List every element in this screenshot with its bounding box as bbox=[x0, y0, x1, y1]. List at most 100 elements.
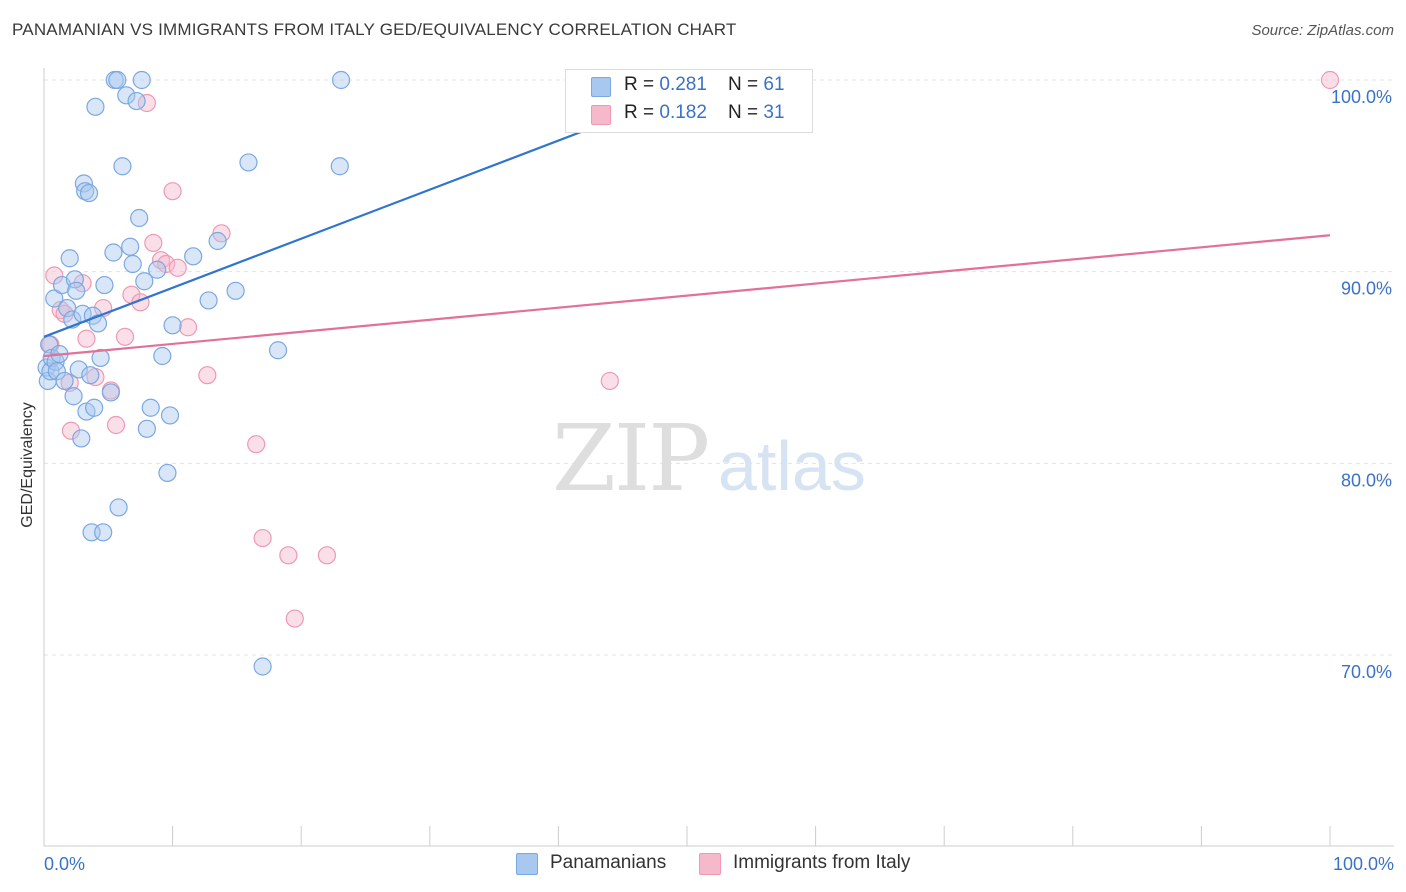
n-value: 61 bbox=[763, 74, 785, 95]
data-point-italy bbox=[253, 528, 272, 548]
data-point-panamanian bbox=[60, 249, 79, 268]
legend-swatch-pink bbox=[699, 853, 721, 875]
series-panamanians bbox=[37, 70, 591, 676]
data-point-panamanian bbox=[160, 406, 180, 425]
data-point-panamanian bbox=[79, 183, 99, 203]
data-point-panamanian bbox=[141, 398, 160, 417]
data-point-panamanian bbox=[113, 157, 132, 176]
data-point-panamanian bbox=[239, 153, 258, 172]
data-point-italy bbox=[163, 182, 182, 201]
stat-text: R = 0.182 N = 31 bbox=[624, 102, 785, 124]
data-point-panamanian bbox=[88, 314, 108, 333]
x-tick-labels: 0.0% 100.0% bbox=[44, 854, 1394, 874]
data-point-panamanian bbox=[69, 360, 88, 379]
data-point-panamanian bbox=[153, 346, 172, 366]
data-point-panamanian bbox=[121, 237, 140, 256]
data-point-panamanian bbox=[104, 243, 123, 262]
data-point-panamanian bbox=[199, 291, 218, 310]
data-point-italy bbox=[45, 266, 64, 285]
data-point-panamanian bbox=[86, 97, 105, 116]
data-point-italy bbox=[157, 254, 176, 274]
data-point-italy bbox=[144, 233, 163, 253]
data-point-panamanian bbox=[45, 289, 64, 308]
data-point-panamanian bbox=[253, 657, 272, 676]
data-point-italy bbox=[77, 329, 96, 348]
data-point-italy bbox=[168, 258, 187, 277]
data-point-panamanian bbox=[135, 272, 154, 291]
trend-line-italy bbox=[43, 234, 1331, 358]
data-point-panamanian bbox=[108, 70, 127, 90]
legend-label: Panamanians bbox=[550, 852, 667, 873]
series-immigrants-from-italy bbox=[41, 70, 1340, 628]
source-credit: Source: ZipAtlas.com bbox=[1251, 22, 1394, 39]
data-point-panamanian bbox=[109, 498, 128, 517]
data-point-panamanian bbox=[55, 371, 74, 391]
r-label: R = bbox=[624, 102, 660, 123]
r-label: R = bbox=[624, 74, 660, 95]
stat-swatch-pink bbox=[591, 105, 611, 125]
data-point-panamanian bbox=[163, 316, 182, 335]
stat-swatch-blue bbox=[591, 77, 611, 97]
data-point-panamanian bbox=[101, 383, 120, 402]
data-point-panamanian bbox=[208, 231, 227, 251]
y-tick-label: 90.0% bbox=[1341, 279, 1392, 299]
data-point-panamanian bbox=[268, 341, 288, 360]
data-point-panamanian bbox=[117, 86, 136, 105]
data-point-italy bbox=[178, 318, 198, 337]
data-point-panamanian bbox=[137, 419, 156, 438]
x-tick-label-max: 100.0% bbox=[1333, 854, 1394, 874]
data-point-italy bbox=[61, 421, 81, 440]
data-point-panamanian bbox=[127, 91, 146, 111]
x-ticks bbox=[43, 826, 1331, 846]
correlation-stats-box: R = 0.281 N = 61 R = 0.182 N = 31 bbox=[565, 69, 813, 133]
data-point-panamanian bbox=[130, 208, 149, 228]
watermark-atlas: atlas bbox=[718, 427, 866, 505]
data-point-panamanian bbox=[330, 157, 349, 176]
y-tick-label: 80.0% bbox=[1341, 470, 1392, 490]
data-point-italy bbox=[279, 546, 298, 565]
x-tick-label-min: 0.0% bbox=[44, 854, 85, 874]
chart-title: PANAMANIAN VS IMMIGRANTS FROM ITALY GED/… bbox=[12, 20, 737, 39]
data-point-panamanian bbox=[64, 387, 83, 406]
data-point-panamanian bbox=[331, 70, 351, 90]
n-label: N = bbox=[728, 74, 764, 95]
data-point-panamanian bbox=[41, 362, 60, 381]
data-point-panamanian bbox=[72, 429, 91, 448]
watermark-zip: ZIP bbox=[552, 405, 708, 512]
data-point-italy bbox=[317, 546, 337, 565]
data-point-panamanian bbox=[91, 348, 110, 368]
data-point-italy bbox=[600, 371, 619, 391]
data-point-panamanian bbox=[74, 174, 93, 193]
data-point-italy bbox=[1320, 70, 1340, 90]
data-point-italy bbox=[198, 366, 217, 385]
y-tick-label: 70.0% bbox=[1341, 662, 1392, 682]
data-point-panamanian bbox=[158, 463, 177, 483]
r-value: 0.281 bbox=[659, 74, 707, 95]
y-tick-label: 100.0% bbox=[1331, 87, 1392, 107]
data-point-italy bbox=[247, 435, 266, 454]
data-point-panamanian bbox=[226, 281, 245, 300]
stat-text: R = 0.281 N = 61 bbox=[624, 74, 785, 96]
data-point-italy bbox=[106, 415, 126, 435]
data-point-panamanian bbox=[148, 260, 167, 279]
data-point-panamanian bbox=[132, 70, 151, 90]
data-point-panamanian bbox=[85, 398, 104, 417]
data-point-panamanian bbox=[67, 281, 86, 300]
r-value: 0.182 bbox=[659, 102, 707, 123]
legend-label: Immigrants from Italy bbox=[733, 852, 911, 873]
data-point-panamanian bbox=[81, 366, 100, 385]
data-point-panamanian bbox=[65, 270, 84, 289]
data-point-panamanian bbox=[47, 362, 66, 381]
data-point-italy bbox=[115, 327, 135, 346]
y-axis-label: GED/Equivalency bbox=[19, 402, 36, 528]
data-point-panamanian bbox=[123, 254, 142, 274]
legend-swatch-blue bbox=[516, 853, 538, 875]
data-point-panamanian bbox=[94, 523, 113, 542]
watermark: ZIP atlas bbox=[552, 405, 866, 512]
n-label: N = bbox=[728, 102, 764, 123]
y-tick-labels: 70.0% 80.0% 90.0% 100.0% bbox=[1331, 87, 1392, 682]
data-point-panamanian bbox=[95, 275, 114, 295]
axes bbox=[43, 68, 1394, 847]
data-point-panamanian bbox=[184, 247, 203, 266]
